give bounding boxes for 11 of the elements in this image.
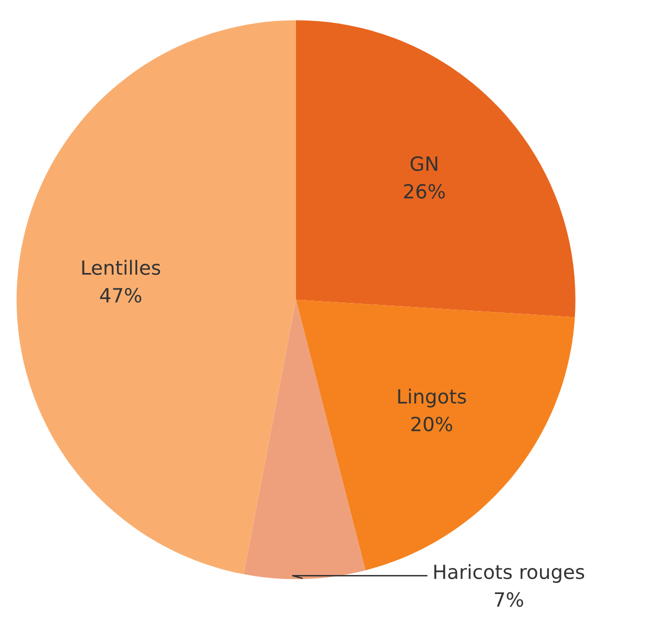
data-label: 47% <box>100 288 142 303</box>
pie-slice <box>244 300 366 580</box>
data-label: 7% <box>494 592 524 607</box>
data-label: 26% <box>404 184 445 199</box>
slice-label: Lingots <box>398 388 466 408</box>
pie-slice <box>16 20 296 574</box>
slice-label: Lentilles <box>82 260 160 275</box>
slice-label: GN <box>410 156 438 172</box>
slice-label: Haricots rouges <box>434 564 584 583</box>
data-label: 20% <box>411 416 452 432</box>
pie-slice <box>296 20 576 318</box>
